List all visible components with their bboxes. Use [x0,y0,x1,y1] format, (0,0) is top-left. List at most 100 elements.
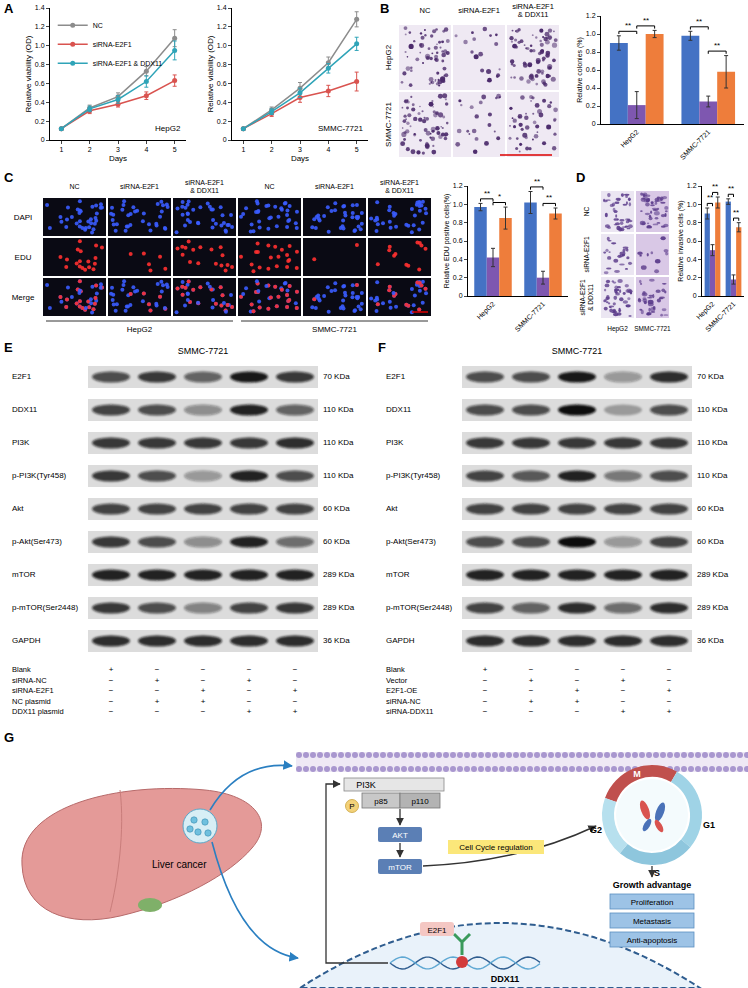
svg-text:HepG2: HepG2 [155,124,181,133]
svg-text:0.2: 0.2 [35,118,45,125]
svg-text:**: ** [546,193,552,202]
svg-text:−: − [575,665,580,674]
svg-text:+: + [575,697,580,706]
svg-text:110 KDa: 110 KDa [697,471,728,480]
svg-text:PI3K: PI3K [12,438,30,447]
svg-text:p-Akt(Ser473): p-Akt(Ser473) [12,537,62,546]
svg-text:−: − [293,676,298,685]
svg-text:Relative EDU positive cells(%): Relative EDU positive cells(%) [443,194,451,289]
svg-text:−: − [155,665,160,674]
svg-text:C: C [4,170,14,185]
svg-text:siRNA-NC: siRNA-NC [386,697,421,706]
svg-text:1.0: 1.0 [586,30,596,37]
svg-text:GAPDH: GAPDH [386,636,415,645]
svg-text:−: − [667,676,672,685]
svg-text:Blank: Blank [12,665,31,674]
svg-text:289 KDa: 289 KDa [323,570,355,579]
svg-text:PI3K: PI3K [386,438,404,447]
svg-text:siRNA-NC: siRNA-NC [12,676,47,685]
svg-text:60 KDa: 60 KDa [323,537,350,546]
svg-text:DDX11: DDX11 [491,974,520,984]
svg-text:36 KDa: 36 KDa [323,636,350,645]
svg-text:−: − [621,697,626,706]
svg-text:Liver cancer: Liver cancer [152,859,207,870]
svg-text:0.8: 0.8 [217,61,227,68]
svg-text:**: ** [733,208,739,217]
svg-text:−: − [483,697,488,706]
svg-text:S: S [654,868,660,878]
svg-text:Relative viability (OD): Relative viability (OD) [206,35,215,112]
svg-text:36 KDa: 36 KDa [697,636,724,645]
svg-text:+: + [529,676,534,685]
svg-text:siRNA-E2F1: siRNA-E2F1 [315,183,354,190]
svg-text:+: + [529,697,534,706]
svg-text:DAPI: DAPI [14,213,33,222]
svg-text:289 KDa: 289 KDa [697,570,729,579]
svg-text:−: − [529,707,534,716]
svg-text:HepG2: HepG2 [607,325,628,333]
svg-text:siRNA-E2F1: siRNA-E2F1 [120,183,159,190]
svg-text:NC: NC [69,183,79,190]
svg-text:+: + [293,686,298,695]
svg-text:−: − [247,686,252,695]
svg-text:1.2: 1.2 [217,23,227,30]
svg-text:110 KDa: 110 KDa [323,405,354,414]
svg-text:−: − [201,707,206,716]
svg-text:Relative viability (OD): Relative viability (OD) [24,35,33,112]
svg-text:1.2: 1.2 [35,23,45,30]
svg-text:0.6: 0.6 [687,237,697,244]
svg-text:0.8: 0.8 [35,61,45,68]
svg-text:SMMC-7721: SMMC-7721 [513,300,546,333]
svg-text:Anti-apoptosis: Anti-apoptosis [627,936,678,945]
svg-text:E2F1: E2F1 [12,372,32,381]
svg-text:−: − [247,697,252,706]
svg-text:1.0: 1.0 [687,201,697,208]
svg-text:Relative colonies (%): Relative colonies (%) [576,37,584,103]
svg-text:HepG2: HepG2 [384,44,393,70]
svg-text:p-PI3K(Tyr458): p-PI3K(Tyr458) [12,471,67,480]
svg-text:0.8: 0.8 [453,219,463,226]
svg-text:1.2: 1.2 [586,12,596,19]
svg-text:1.4: 1.4 [217,4,227,11]
svg-text:**: ** [712,182,718,191]
svg-text:0.8: 0.8 [586,48,596,55]
svg-text:+: + [483,665,488,674]
svg-text:−: − [483,707,488,716]
svg-text:0.2: 0.2 [586,102,596,109]
svg-text:1.0: 1.0 [217,42,227,49]
svg-text:p110: p110 [411,797,429,806]
svg-text:0.6: 0.6 [453,237,463,244]
svg-text:D: D [576,170,585,185]
svg-text:+: + [201,686,206,695]
svg-text:SMMC-7721: SMMC-7721 [384,102,393,147]
svg-text:−: − [621,665,626,674]
svg-text:G1: G1 [703,820,715,830]
svg-text:NC: NC [264,183,274,190]
svg-text:1: 1 [241,146,245,153]
svg-text:1: 1 [59,146,63,153]
svg-text:siRNA-E2F1 & DDX11: siRNA-E2F1 & DDX11 [93,60,163,67]
svg-text:+: + [621,707,626,716]
svg-text:−: − [201,665,206,674]
svg-text:0.4: 0.4 [453,256,463,263]
svg-text:+: + [667,686,672,695]
svg-text:M: M [633,769,641,779]
svg-text:−: − [293,697,298,706]
svg-text:B: B [380,1,389,16]
svg-text:+: + [155,697,160,706]
svg-text:+: + [667,707,672,716]
svg-text:+: + [293,707,298,716]
svg-text:F: F [378,340,386,355]
svg-text:HepG2: HepG2 [619,128,640,149]
svg-text:−: − [109,707,114,716]
svg-text:1.0: 1.0 [453,201,463,208]
svg-text:Growth advantage: Growth advantage [613,880,692,890]
svg-text:−: − [109,676,114,685]
svg-text:110 KDa: 110 KDa [697,438,728,447]
svg-text:−: − [667,665,672,674]
svg-text:−: − [155,707,160,716]
svg-text:siRNA-E2F1: siRNA-E2F1 [93,41,132,48]
svg-text:0.2: 0.2 [217,118,227,125]
svg-text:−: − [293,665,298,674]
svg-text:110 KDa: 110 KDa [323,438,354,447]
